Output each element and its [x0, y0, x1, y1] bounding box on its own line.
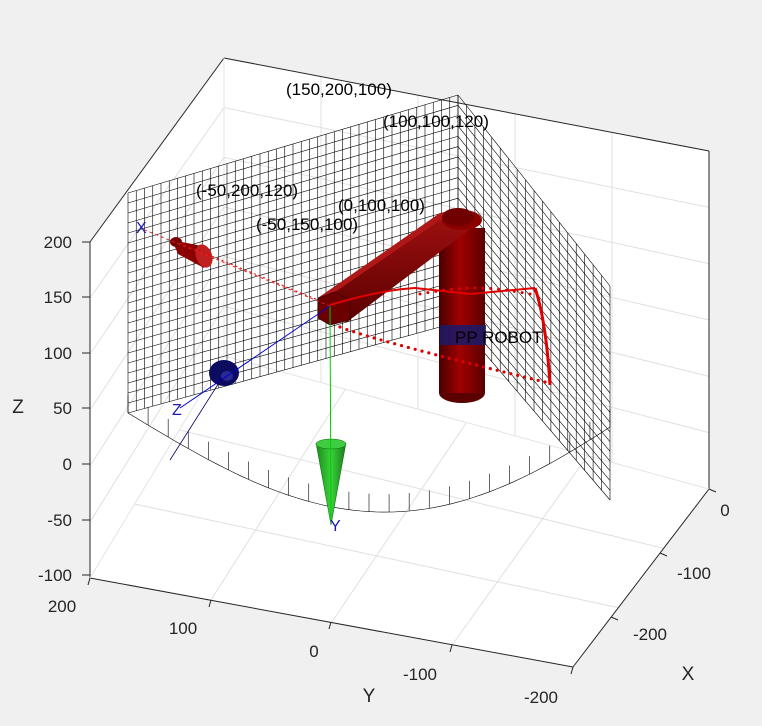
tool-frame: X Y Z — [136, 220, 341, 535]
annotation-1: (150,200,100) — [286, 80, 392, 99]
robot-label: PP ROBOT — [455, 328, 543, 347]
y-tick-label: -200 — [524, 688, 558, 707]
y-axis-label: Y — [363, 686, 376, 707]
z-tick-label: -100 — [38, 566, 72, 585]
frame-z-label: Z — [172, 402, 182, 419]
y-tick-label: 0 — [309, 642, 318, 661]
z-tick-label: -50 — [47, 511, 72, 530]
axes-box — [89, 57, 710, 668]
annotation-5: (-50,150,100) — [256, 215, 358, 234]
x-ticks: 0 -100 -200 — [610, 488, 730, 644]
x-tick-label: -200 — [633, 625, 667, 644]
annotation-4: (0,100,100) — [338, 196, 425, 215]
y-tick-label: 200 — [48, 597, 76, 616]
z-axis-label: Z — [12, 397, 24, 418]
annotation-2: (100,100,120) — [383, 112, 489, 131]
y-tick-label: 100 — [169, 619, 197, 638]
z-ticks: 200 150 100 50 0 -50 -100 — [38, 233, 90, 585]
workspace-mesh — [127, 94, 611, 513]
y-tick-label: -100 — [403, 665, 437, 684]
annotation-3: (-50,200,120) — [196, 181, 298, 200]
x-axis-label: X — [682, 664, 695, 685]
frame-y-label: Y — [330, 518, 341, 535]
x-tick-label: 0 — [720, 501, 729, 520]
z-tick-label: 50 — [53, 399, 72, 418]
z-tick-label: 100 — [44, 344, 72, 363]
y-ticks: 200 100 0 -100 -200 — [48, 577, 574, 707]
z-tick-label: 200 — [44, 233, 72, 252]
x-tick-label: -100 — [677, 564, 711, 583]
z-tick-label: 150 — [44, 288, 72, 307]
trajectory — [179, 242, 552, 386]
z-tick-label: 0 — [63, 455, 72, 474]
point-annotations: (150,200,100) (100,100,120) (-50,200,120… — [196, 80, 543, 347]
frame-x-label: X — [136, 220, 147, 237]
